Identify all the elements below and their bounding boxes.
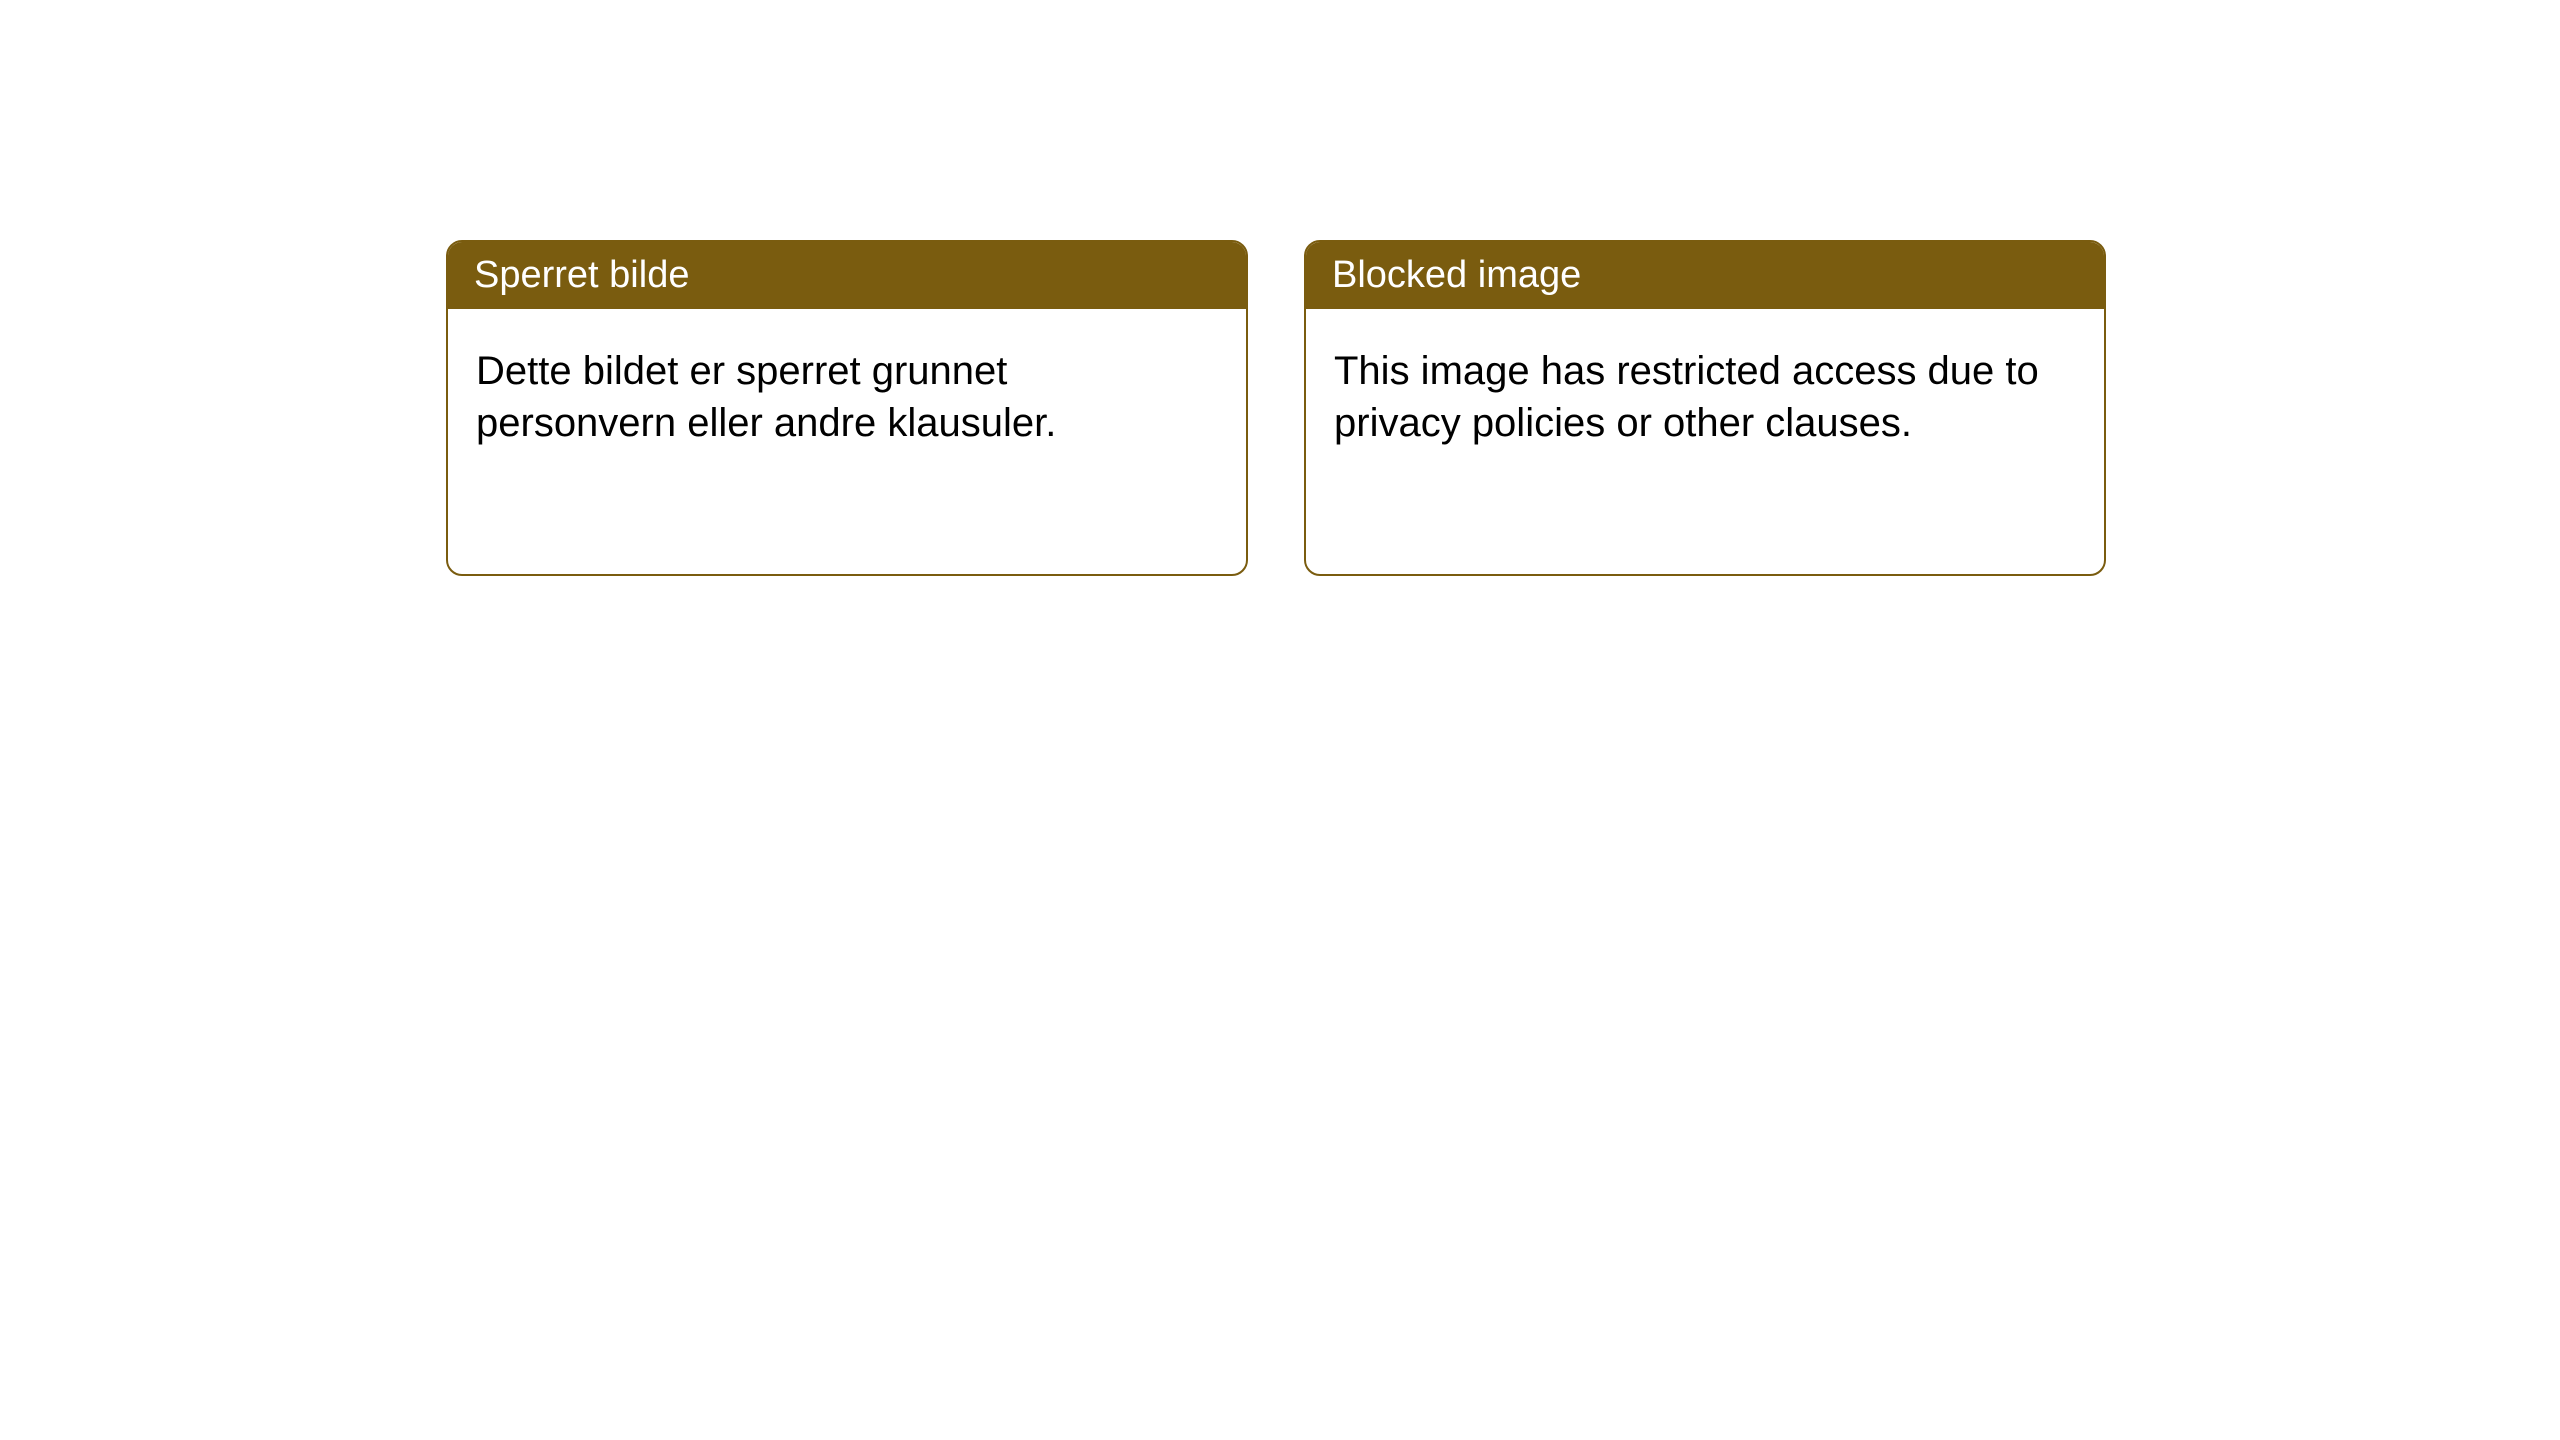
card-body: This image has restricted access due to … xyxy=(1306,309,2104,485)
card-body-text: Dette bildet er sperret grunnet personve… xyxy=(476,349,1056,445)
card-header: Blocked image xyxy=(1306,242,2104,309)
notice-card-english: Blocked image This image has restricted … xyxy=(1304,240,2106,576)
card-body-text: This image has restricted access due to … xyxy=(1334,349,2039,445)
notice-card-norwegian: Sperret bilde Dette bildet er sperret gr… xyxy=(446,240,1248,576)
notice-cards-container: Sperret bilde Dette bildet er sperret gr… xyxy=(446,240,2560,576)
card-title: Blocked image xyxy=(1332,254,1581,296)
card-header: Sperret bilde xyxy=(448,242,1246,309)
card-title: Sperret bilde xyxy=(474,254,689,296)
card-body: Dette bildet er sperret grunnet personve… xyxy=(448,309,1246,485)
